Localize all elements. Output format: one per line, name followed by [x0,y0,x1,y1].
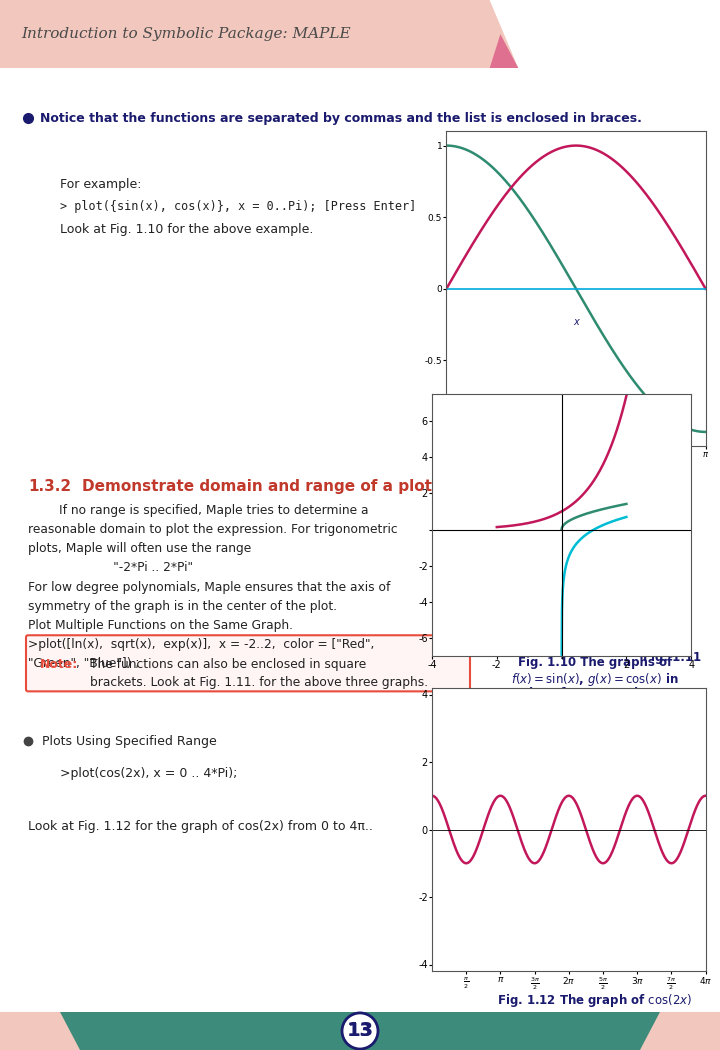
Text: Fig. 1.12 The graph of $\cos(2x)$: Fig. 1.12 The graph of $\cos(2x)$ [498,992,693,1009]
Text: Maple software on the same: Maple software on the same [500,688,689,700]
Text: Look at Fig. 1.10 for the above example.: Look at Fig. 1.10 for the above example. [60,223,313,235]
Text: Fig. 1.10 The graphs of: Fig. 1.10 The graphs of [518,656,672,669]
Text: > plot({sin(x), cos(x)}, x = 0..Pi); [Press Enter]: > plot({sin(x), cos(x)}, x = 0..Pi); [Pr… [60,201,416,213]
Text: Note:: Note: [40,658,78,671]
Text: Demonstrate domain and range of a plot: Demonstrate domain and range of a plot [82,479,432,493]
FancyBboxPatch shape [26,635,470,691]
Text: >plot(cos(2x), x = 0 .. 4*Pi);: >plot(cos(2x), x = 0 .. 4*Pi); [60,768,238,780]
Text: coordinate axes: coordinate axes [542,702,648,715]
Text: $f(x) = \sin(x)$, $g(x) = \cos(x)$ in: $f(x) = \sin(x)$, $g(x) = \cos(x)$ in [511,671,679,689]
Polygon shape [0,1012,80,1050]
Circle shape [342,1013,378,1049]
Polygon shape [490,34,518,68]
Text: Look at Fig. 1.12 for the graph of cos(2x) from 0 to 4π..: Look at Fig. 1.12 for the graph of cos(2… [28,820,373,833]
Text: For low degree polynomials, Maple ensures that the axis of
symmetry of the graph: For low degree polynomials, Maple ensure… [28,581,390,670]
Text: The functions can also be enclosed in square
brackets. Look at Fig. 1.11. for th: The functions can also be enclosed in sq… [90,658,428,689]
Text: 13: 13 [348,1022,372,1040]
Text: Introduction to Symbolic Package: MAPLE: Introduction to Symbolic Package: MAPLE [22,27,351,41]
Bar [0,1012,720,1050]
Text: If no range is specified, Maple tries to determine a
reasonable domain to plot t: If no range is specified, Maple tries to… [28,504,397,574]
Text: For example:: For example: [60,178,142,191]
Text: 13: 13 [346,1022,374,1041]
Polygon shape [0,0,518,68]
Polygon shape [640,1012,720,1050]
Text: Plots Using Specified Range: Plots Using Specified Range [42,735,217,748]
Text: 1.3.2: 1.3.2 [28,479,71,493]
Text: Notice that the functions are separated by commas and the list is enclosed in br: Notice that the functions are separated … [40,112,642,125]
Text: Fig. 1.11: Fig. 1.11 [643,651,701,665]
Text: x: x [573,316,579,327]
